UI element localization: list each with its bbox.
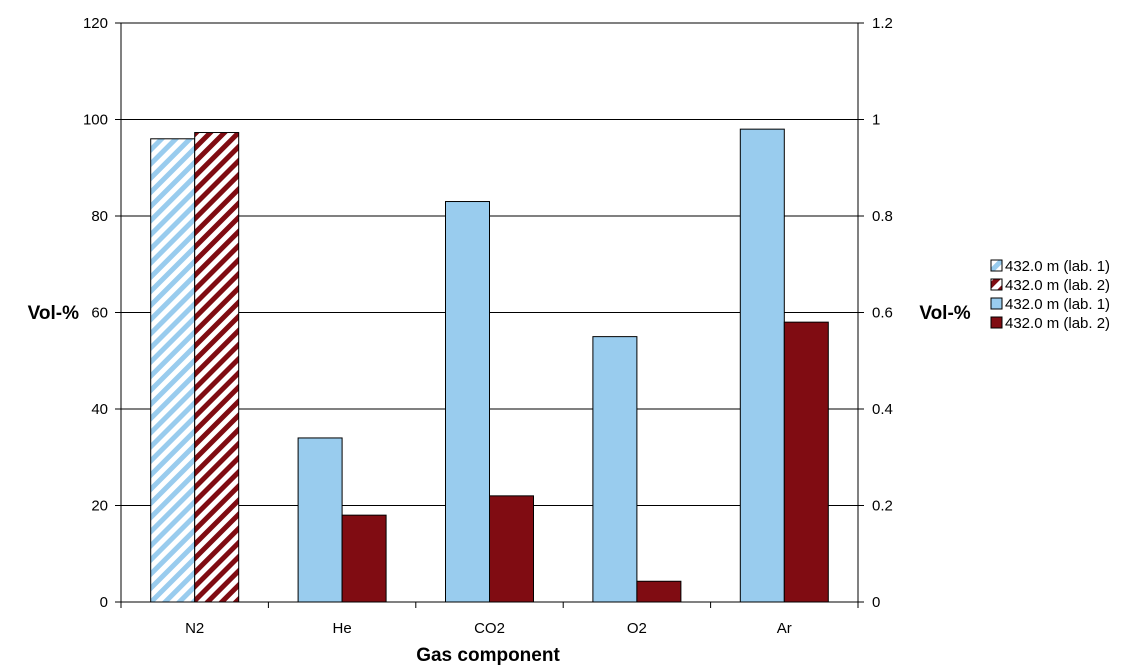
left-y-tick-label: 0	[100, 594, 108, 611]
right-y-tick-label: 1.2	[872, 15, 893, 32]
x-tick-label: Ar	[777, 620, 792, 637]
left-y-tick-label: 100	[83, 112, 108, 129]
legend-swatch-3	[990, 297, 1003, 310]
bars	[150, 128, 829, 603]
legend-label-1: 432.0 m (lab. 1)	[1005, 258, 1110, 275]
bar-o2-series-4	[636, 580, 682, 603]
x-axis-title: Gas component	[416, 645, 560, 666]
bar-ar-series-4	[783, 321, 829, 603]
bar-o2-series-3	[592, 336, 638, 603]
right-y-tick-label: 0.4	[872, 401, 893, 418]
left-y-tick-label: 40	[91, 401, 108, 418]
right-y-axis-title: Vol-%	[919, 303, 970, 324]
legend-swatch-1	[990, 259, 1003, 272]
bar-ar-series-3	[739, 128, 785, 603]
left-y-tick-label: 20	[91, 498, 108, 515]
bar-he-series-3	[297, 437, 343, 603]
bar-n2-series-2	[194, 132, 240, 603]
axes: 0 20 40 60 80 100 120 0 0.2 0.4 0.6 0.8 1 1.2 N2 He CO2 O…	[83, 15, 893, 637]
x-tick-label: N2	[185, 620, 204, 637]
left-y-axis-title: Vol-%	[28, 303, 79, 324]
left-y-tick-label: 120	[83, 15, 108, 32]
bar-co2-series-3	[445, 201, 490, 603]
bar-he-series-4	[341, 514, 387, 603]
right-y-tick-label: 0.8	[872, 208, 893, 225]
legend-swatch-2	[990, 278, 1003, 291]
right-y-tick-label: 0.6	[872, 305, 893, 322]
right-y-tick-label: 1	[872, 112, 880, 129]
bar-co2-series-4	[489, 495, 534, 603]
bar-n2-series-1	[150, 138, 196, 603]
legend-label-3: 432.0 m (lab. 1)	[1005, 296, 1110, 313]
left-y-tick-label: 60	[91, 305, 108, 322]
right-y-tick-label: 0	[872, 594, 880, 611]
legend: 432.0 m (lab. 1) 432.0 m (lab. 2) 432.0 m …	[990, 258, 1110, 332]
x-tick-label: CO2	[474, 620, 505, 637]
legend-label-2: 432.0 m (lab. 2)	[1005, 277, 1110, 294]
legend-swatch-4	[990, 316, 1003, 329]
right-y-tick-label: 0.2	[872, 498, 893, 515]
legend-label-4: 432.0 m (lab. 2)	[1005, 315, 1110, 332]
x-tick-label: O2	[627, 620, 647, 637]
left-y-tick-label: 80	[91, 208, 108, 225]
x-tick-label: He	[333, 620, 352, 637]
